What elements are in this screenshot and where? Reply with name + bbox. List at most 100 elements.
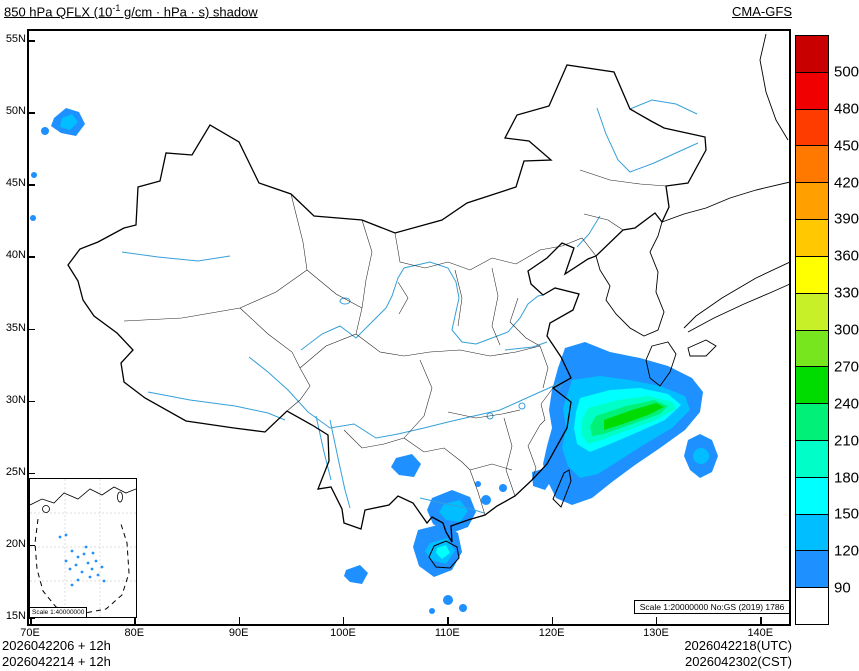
rivers xyxy=(121,99,699,514)
lat-tickmark xyxy=(29,40,35,42)
lon-tick-140E: 140E xyxy=(747,627,774,639)
tai-lake xyxy=(554,382,562,390)
lon-tick-120E: 120E xyxy=(538,627,565,639)
chart-title-suffix: g/cm · hPa · s) shadow xyxy=(120,4,258,20)
shade-120-150 xyxy=(60,114,690,564)
colorbar-tick-120: 120 xyxy=(834,542,859,560)
lat-tick-45N: 45N xyxy=(5,177,26,190)
inset-scale-label: Scale 1:40000000 xyxy=(29,607,88,618)
colorbar-tick-270: 270 xyxy=(834,358,859,376)
amur-river xyxy=(629,99,698,115)
hainan-island xyxy=(428,540,460,569)
lon-tickmark xyxy=(30,617,32,624)
inset-hainan xyxy=(42,505,50,513)
qinghai-lake xyxy=(339,297,351,305)
colorbar-segment-4 xyxy=(796,183,828,221)
colorbar-tick-500: 500 xyxy=(834,63,859,81)
model-name-label: CMA-GFS xyxy=(732,4,792,19)
lat-tickmark xyxy=(29,328,35,330)
lancang-river xyxy=(329,419,351,509)
lat-tickmark xyxy=(29,112,35,114)
colorbar-segment-14 xyxy=(796,551,828,589)
shade-240-270 xyxy=(604,403,664,430)
yarlung-river xyxy=(147,391,286,421)
lon-tickmark xyxy=(238,617,241,624)
lon-tickmark xyxy=(760,617,762,624)
lon-tick-80E: 80E xyxy=(124,627,145,639)
lon-tickmark xyxy=(342,617,345,624)
chart-title-exponent: -1 xyxy=(112,3,121,13)
japan-kyushu xyxy=(645,341,677,387)
colorbar-segment-10 xyxy=(796,404,828,441)
colorbar xyxy=(795,35,829,625)
lat-tickmark xyxy=(29,617,35,619)
shade-90-120 xyxy=(51,108,718,584)
lat-tickmark xyxy=(29,544,35,547)
init-time-cst-label: 2026042214 + 12h xyxy=(2,654,111,669)
colorbar-tick-450: 450 xyxy=(834,137,859,155)
colorbar-segment-13 xyxy=(796,514,828,552)
salween-river xyxy=(315,415,332,481)
scale-label: Scale 1:20000000 No:GS (2019) 1786 xyxy=(634,600,790,614)
colorbar-tick-240: 240 xyxy=(834,395,859,413)
inset-graticule xyxy=(30,479,136,617)
inset-canvas xyxy=(29,479,137,617)
colorbar-segment-1 xyxy=(796,72,828,110)
songhua-river xyxy=(596,107,699,173)
lon-tick-110E: 110E xyxy=(434,627,460,639)
japan-honshu-coast xyxy=(683,261,789,333)
colorbar-segment-8 xyxy=(796,330,828,368)
lat-tickmark xyxy=(29,184,35,186)
inset-taiwan xyxy=(117,491,123,503)
inset-coastline xyxy=(29,486,137,506)
valid-time-utc-label: 2026042218(UTC) xyxy=(684,638,792,653)
valid-time-cst-label: 2026042302(CST) xyxy=(685,654,792,669)
colorbar-tick-150: 150 xyxy=(834,505,859,523)
qflx-shading xyxy=(30,108,718,614)
inset-nine-dash-line xyxy=(34,518,130,615)
colorbar-tick-480: 480 xyxy=(834,100,859,118)
huai-river xyxy=(504,341,548,351)
lat-tick-15N: 15N xyxy=(5,610,26,622)
colorbar-tick-390: 390 xyxy=(834,210,859,228)
colorbar-segment-7 xyxy=(796,293,828,331)
lon-tick-70E: 70E xyxy=(20,627,40,639)
china-mainland-outline xyxy=(67,64,707,543)
lat-tick-50N: 50N xyxy=(5,105,26,118)
lon-tickmark xyxy=(134,617,136,624)
liao-river xyxy=(576,215,601,248)
colorbar-tick-180: 180 xyxy=(834,469,859,486)
colorbar-tick-300: 300 xyxy=(834,321,859,339)
colorbar-segment-12 xyxy=(796,477,828,515)
lat-tick-30N: 30N xyxy=(5,393,26,406)
lat-tickmark xyxy=(29,472,35,475)
lat-tick-55N: 55N xyxy=(5,33,26,45)
lat-tickmark xyxy=(29,400,35,403)
colorbar-segment-6 xyxy=(796,256,828,294)
lat-tick-40N: 40N xyxy=(5,249,26,262)
colorbar-segment-0 xyxy=(796,36,828,73)
yangtze-river xyxy=(248,356,572,439)
pearl-river xyxy=(419,497,485,514)
lat-tick-25N: 25N xyxy=(5,465,26,478)
province-boundaries xyxy=(123,169,667,516)
lon-tick-130E: 130E xyxy=(643,627,669,639)
lon-tickmark xyxy=(447,617,449,624)
lon-tickmark xyxy=(551,617,554,624)
colorbar-tick-360: 360 xyxy=(834,247,859,265)
russia-coast xyxy=(661,181,789,223)
colorbar-tick-90: 90 xyxy=(834,579,851,597)
colorbar-tick-210: 210 xyxy=(834,432,859,450)
lat-tick-20N: 20N xyxy=(5,537,26,550)
map-frame xyxy=(27,29,791,626)
colorbar-tick-420: 420 xyxy=(834,174,859,191)
chart-title-prefix: 850 hPa QFLX (10 xyxy=(4,4,113,20)
korea-peninsula-coast xyxy=(595,221,665,337)
colorbar-tick-330: 330 xyxy=(834,284,859,302)
yellow-river xyxy=(300,261,544,351)
sakhalin-coast xyxy=(759,33,789,141)
colorbar-segment-3 xyxy=(796,146,828,184)
taiwan-island xyxy=(552,469,572,508)
